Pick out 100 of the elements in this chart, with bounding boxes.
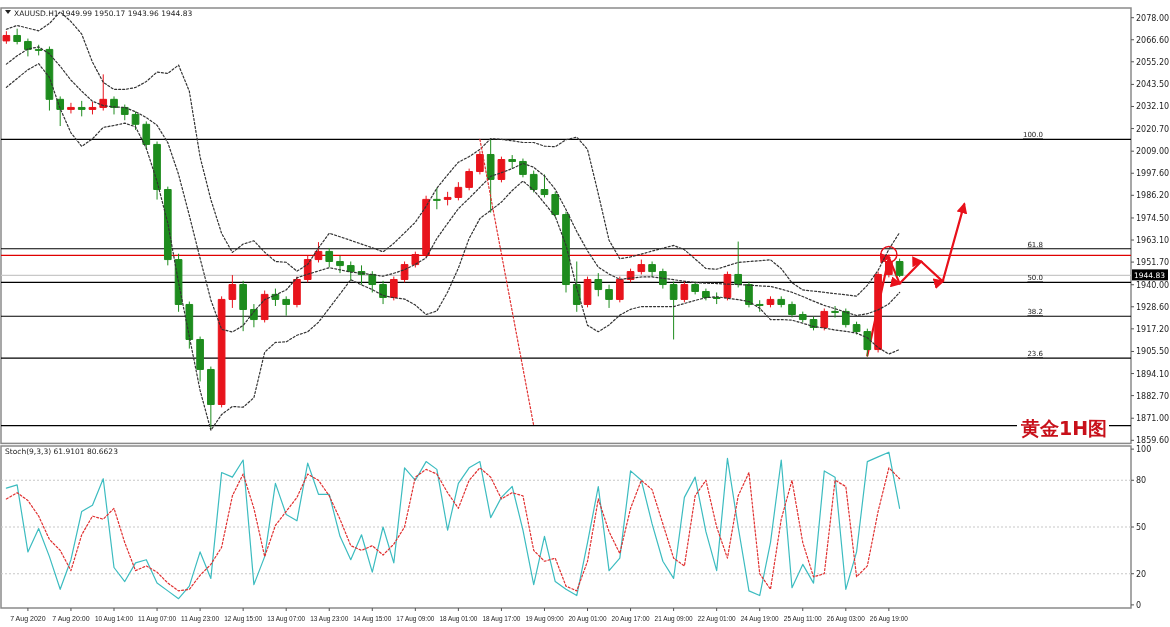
y-tick-label: 1905.50 [1136,347,1170,357]
candlestick [45,46,54,112]
y-tick-label: 2020.70 [1136,124,1170,134]
candlestick [497,156,506,183]
y-tick-label: 1951.70 [1136,258,1170,268]
candlestick [702,288,710,301]
candlestick [24,38,32,57]
candlestick [798,311,807,323]
candlestick [56,95,65,127]
candlestick [669,281,678,340]
y-tick-label: 1940.00 [1136,280,1170,290]
y-tick-label: 1859.60 [1136,436,1170,446]
candlestick [572,261,581,313]
candlestick [239,280,247,332]
line-series [5,467,901,592]
candlestick [777,295,786,308]
candlestick [723,271,732,301]
candlestick [336,255,344,274]
y-tick-label: 1917.20 [1136,324,1170,334]
candlestick [766,295,775,308]
candlestick [67,102,75,114]
candlestick [831,305,839,319]
candlestick [820,308,829,331]
candlestick [529,170,538,193]
candlestick [368,270,377,293]
y-tick-label: 2009.00 [1136,147,1170,157]
candlestick [77,100,86,117]
candlestick [551,191,560,218]
y-tick-label: 50 [1136,523,1147,532]
candlestick [443,191,452,206]
candlestick [465,168,473,191]
candlestick [185,301,194,350]
line-series [5,63,901,431]
candlestick [314,241,323,263]
candlestick [400,261,409,283]
y-tick-label: 1871.00 [1136,414,1170,424]
y-tick-label: 80 [1136,476,1147,486]
candlestick [411,251,420,268]
candlestick [271,288,280,307]
candlestick [153,141,161,201]
candlestick [895,258,904,278]
y-tick-label: 1882.70 [1136,391,1170,401]
candlestick [680,280,689,303]
candlestick [648,261,656,278]
candlestick [637,259,646,275]
line-series [479,138,535,427]
candlestick [293,276,301,308]
candlestick [486,138,495,214]
candlestick [874,271,882,353]
candlestick [282,295,291,317]
candlestick [540,173,549,198]
y-tick-label: 100 [1136,445,1152,455]
y-tick-label: 1894.10 [1136,369,1170,379]
candlestick [454,181,463,201]
candlestick [217,295,226,408]
y-tick-label: 2066.60 [1136,35,1170,45]
candlestick [788,301,796,318]
candlestick [433,187,441,210]
y-tick-label: 0 [1136,600,1142,610]
candlestick [99,73,108,112]
candlestick [131,111,140,131]
y-tick-label: 1986.20 [1136,191,1170,201]
candlestick [583,276,592,308]
candlestick [2,30,11,45]
candlestick [605,284,613,309]
line-series [5,11,901,297]
y-tick-label: 1963.10 [1136,236,1170,246]
candlestick [163,186,172,266]
y-tick-label: 1928.60 [1136,302,1170,312]
candlestick [885,254,893,278]
annotation: 黄金1H图 [1020,417,1108,440]
candlestick [389,276,398,301]
candlestick [142,120,151,150]
y-tick-label: 1997.60 [1136,169,1170,179]
candlestick [260,290,269,323]
candlestick [110,95,118,115]
candlestick [852,321,861,335]
candlestick [745,281,753,308]
candlestick [88,101,97,115]
candlestick [379,280,387,305]
candlestick [346,261,355,282]
candlestick [325,247,334,268]
candlestick [691,281,699,295]
y-tick-label: 2032.10 [1136,102,1170,112]
candlestick [562,211,570,293]
candlestick [594,272,603,297]
candlestick [519,158,527,178]
candlestick [196,336,204,382]
candlestick [615,276,624,303]
candlestick [863,328,872,358]
candlestick [659,268,667,290]
line-series [5,46,901,333]
candlestick [250,303,258,328]
candlestick [207,366,215,431]
candlestick [508,154,517,170]
candlestick [755,299,764,313]
candlestick [422,195,430,258]
candlestick [13,28,21,45]
y-tick-label: 1974.50 [1136,213,1170,223]
y-tick-label: 2055.20 [1136,57,1170,67]
